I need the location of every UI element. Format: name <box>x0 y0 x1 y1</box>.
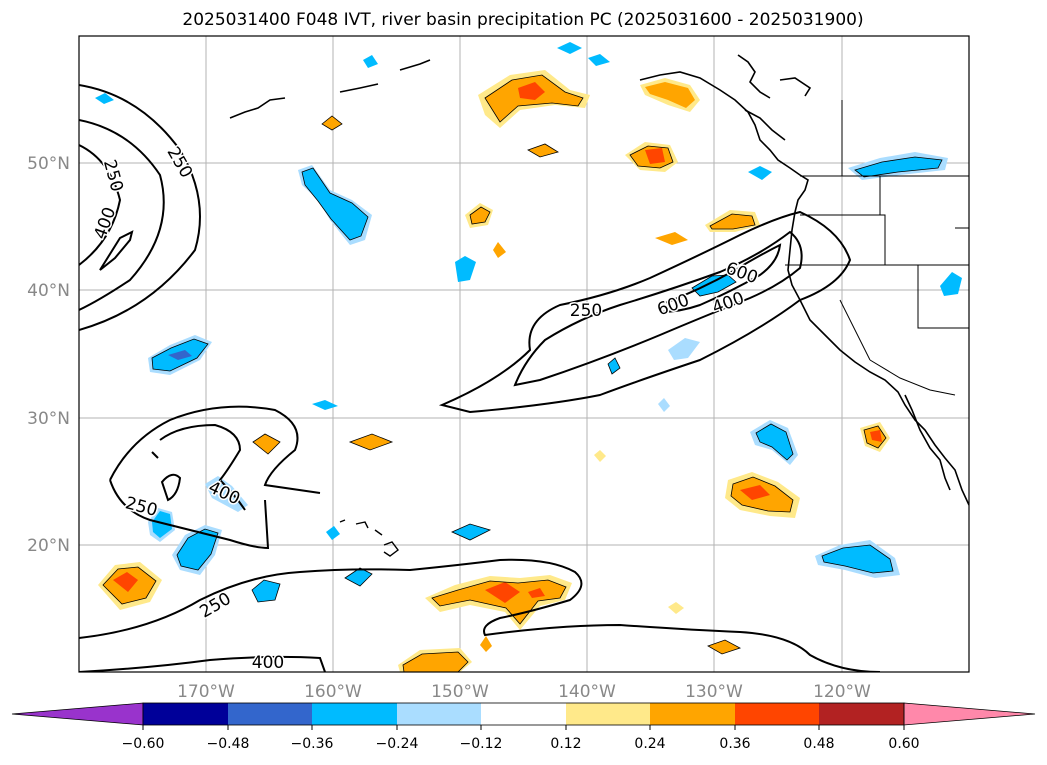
positive-patch <box>655 232 688 245</box>
colorbar-tick-label: 0.60 <box>888 736 919 752</box>
negative-patch <box>148 335 212 375</box>
negative-patch <box>692 275 736 296</box>
negative-patch <box>205 476 248 512</box>
colorbar-segment <box>819 703 904 725</box>
positive-patch <box>480 636 492 652</box>
negative-patch <box>148 508 175 542</box>
positive-patch <box>398 648 472 672</box>
negative-patch <box>95 93 114 104</box>
positive-patch <box>253 434 280 454</box>
colorbar-tick-label: −0.12 <box>460 736 503 752</box>
colorbar-segment <box>312 703 397 725</box>
negative-patch <box>668 338 700 360</box>
negative-patch <box>326 526 340 540</box>
lat-labels: 50°N 40°N 30°N 20°N <box>27 154 70 556</box>
colorbar-tick-label: −0.48 <box>207 736 250 752</box>
colorbar-tick-label: 0.36 <box>719 736 750 752</box>
positive-patch <box>668 602 684 614</box>
hawaiian-islands <box>339 519 399 557</box>
lon-label: 150°W <box>431 682 489 702</box>
positive-patch <box>493 242 506 258</box>
contour-label: 400 <box>252 653 284 673</box>
positive-patch <box>625 142 678 172</box>
negative-patch <box>363 55 378 68</box>
positive-patch <box>322 116 342 130</box>
positive-patch <box>640 78 700 112</box>
colorbar-segment <box>397 703 481 725</box>
negative-patch <box>940 272 962 296</box>
colorbar-segment <box>650 703 735 725</box>
negative-patch <box>252 580 280 602</box>
colorbar-segment <box>566 703 650 725</box>
patch-outlines <box>102 74 943 672</box>
lat-label: 20°N <box>27 536 70 556</box>
ivt-contours <box>79 84 881 672</box>
negative-patch <box>298 165 372 245</box>
colorbar-segment <box>228 703 312 725</box>
positive-patch <box>860 422 890 452</box>
positive-patch <box>478 70 590 128</box>
map-frame <box>78 35 970 673</box>
negative-patch <box>588 54 610 66</box>
lat-label: 30°N <box>27 409 70 429</box>
colorbar-tick-label: −0.24 <box>376 736 419 752</box>
positive-patch <box>594 450 606 462</box>
colorbar-segment <box>143 703 228 725</box>
plot-title: 2025031400 F048 IVT, river basin precipi… <box>182 10 863 30</box>
negative-patch <box>815 540 900 578</box>
lat-label: 50°N <box>27 154 70 174</box>
negative-patch <box>748 166 772 180</box>
colorbar-tick-label: 0.48 <box>803 736 834 752</box>
colorbar-ticks <box>142 725 905 730</box>
lon-label: 140°W <box>558 682 616 702</box>
colorbar-extend-high <box>903 702 1036 726</box>
lon-label: 130°W <box>685 682 743 702</box>
negative-patch <box>455 256 476 282</box>
colorbar-tick-label: −0.60 <box>122 736 165 752</box>
lon-label: 120°W <box>813 682 871 702</box>
negative-patch <box>848 152 948 180</box>
positive-patch <box>725 472 800 518</box>
lon-label: 170°W <box>177 682 235 702</box>
negative-patch <box>557 42 582 54</box>
coastline <box>229 54 969 506</box>
colorbar: −0.60 −0.48 −0.36 −0.24 −0.12 0.12 0.24 … <box>11 702 1036 752</box>
political-borders <box>785 100 969 396</box>
lon-labels: 170°W 160°W 150°W 140°W 130°W 120°W <box>177 682 871 702</box>
colorbar-tick-label: 0.24 <box>634 736 665 752</box>
map-panel: 250 250 400 250 600 600 400 250 400 250 … <box>78 35 970 673</box>
colorbar-segment <box>735 703 819 725</box>
colorbar-extend-low <box>11 702 144 726</box>
lat-label: 40°N <box>27 281 70 301</box>
positive-patch <box>465 203 493 228</box>
colorbar-tick-label: 0.12 <box>550 736 581 752</box>
negative-patch <box>658 398 670 412</box>
negative-patch <box>750 420 798 465</box>
contour-label: 250 <box>570 301 602 321</box>
lon-label: 160°W <box>304 682 362 702</box>
colorbar-tick-label: −0.36 <box>291 736 334 752</box>
colorbar-segment <box>481 703 566 725</box>
negative-patch <box>312 400 338 410</box>
